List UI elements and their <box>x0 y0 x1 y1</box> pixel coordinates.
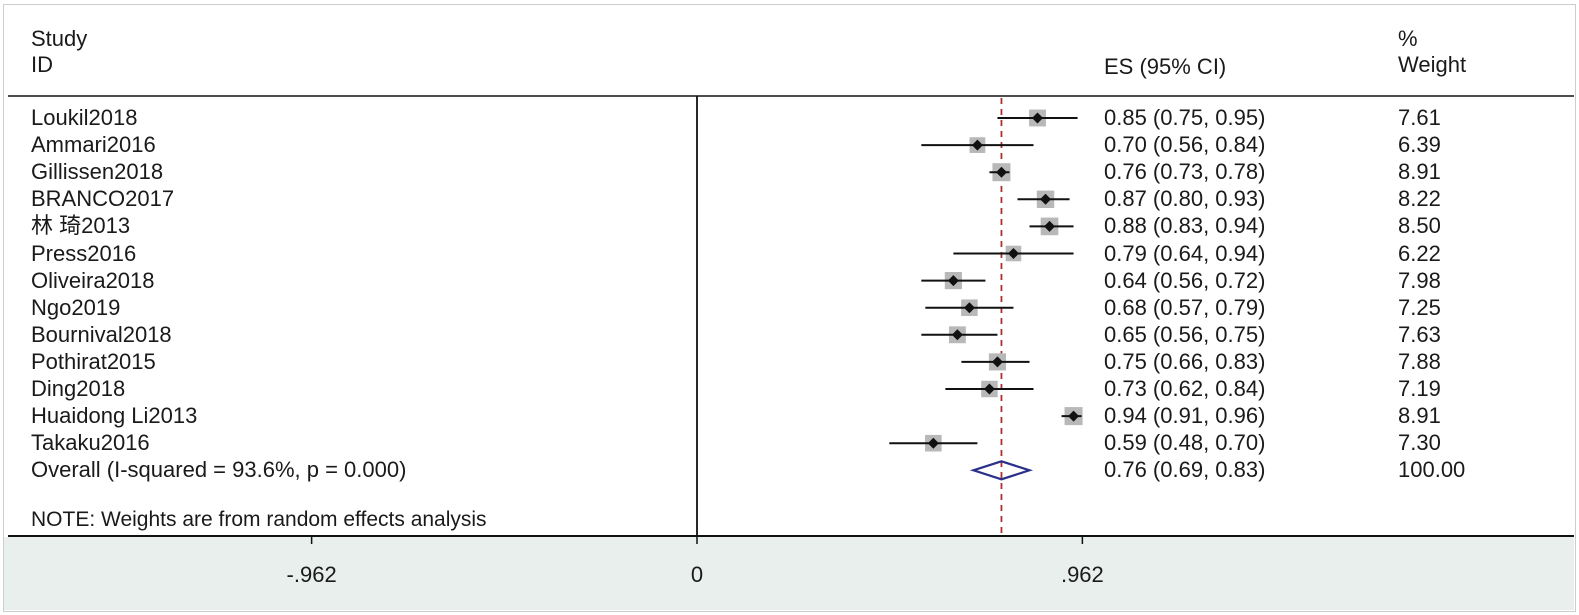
study-es: 0.68 (0.57, 0.79) <box>1104 294 1266 320</box>
study-es: 0.64 (0.56, 0.72) <box>1104 267 1266 293</box>
point-estimate <box>971 139 983 151</box>
study-weight: 8.50 <box>1398 213 1441 239</box>
study-es: 0.76 (0.73, 0.78) <box>1104 159 1266 185</box>
study-es: 0.85 (0.75, 0.95) <box>1104 105 1266 130</box>
study-weight: 8.91 <box>1398 159 1441 185</box>
x-tick-label: .962 <box>1060 562 1104 587</box>
point-estimate <box>1040 193 1052 205</box>
overall-weight: 100.00 <box>1398 457 1466 483</box>
study-label: BRANCO2017 <box>31 186 175 212</box>
study-label: Oliveira2018 <box>31 267 155 293</box>
study-label: Bournival2018 <box>31 321 172 347</box>
study-label: Takaku2016 <box>31 430 150 456</box>
x-tick-label: -.962 <box>286 562 337 587</box>
point-estimate <box>983 383 995 395</box>
overall-es: 0.76 (0.69, 0.83) <box>1104 457 1266 483</box>
header-id: ID <box>31 52 53 77</box>
x-tick-label: 0 <box>690 562 704 587</box>
study-label: Press2016 <box>31 240 137 266</box>
study-es: 0.79 (0.64, 0.94) <box>1104 240 1266 266</box>
study-weight: 7.25 <box>1398 294 1441 320</box>
point-estimate <box>963 302 975 314</box>
header-es: ES (95% CI) <box>1104 54 1227 79</box>
point-estimate <box>951 329 963 341</box>
study-es: 0.88 (0.83, 0.94) <box>1104 213 1266 239</box>
study-weight: 7.98 <box>1398 267 1441 293</box>
study-label: Ngo2019 <box>31 294 121 320</box>
study-label: Loukil2018 <box>31 105 138 130</box>
study-es: 0.59 (0.48, 0.70) <box>1104 430 1266 456</box>
study-label: Huaidong Li2013 <box>31 403 198 429</box>
study-weight: 6.39 <box>1398 132 1441 158</box>
point-estimate <box>947 275 959 287</box>
point-estimate <box>927 437 939 449</box>
study-es: 0.87 (0.80, 0.93) <box>1104 186 1266 212</box>
study-weight: 7.30 <box>1398 430 1441 456</box>
study-es: 0.65 (0.56, 0.75) <box>1104 321 1266 347</box>
study-weight: 7.88 <box>1398 348 1441 374</box>
header-weight: Weight <box>1398 52 1467 77</box>
study-weight: 8.22 <box>1398 186 1441 212</box>
overall-label: Overall (I-squared = 93.6%, p = 0.000) <box>31 457 407 483</box>
note-text: NOTE: Weights are from random effects an… <box>31 508 487 531</box>
point-estimate <box>1068 410 1080 422</box>
study-label: 林 琦2013 <box>31 213 131 239</box>
study-label: Ammari2016 <box>31 132 156 158</box>
study-label: Gillissen2018 <box>31 159 164 185</box>
header-study: Study <box>31 26 88 51</box>
figure-frame <box>3 4 1576 612</box>
study-es: 0.70 (0.56, 0.84) <box>1104 132 1266 158</box>
study-es: 0.75 (0.66, 0.83) <box>1104 348 1266 374</box>
study-es: 0.73 (0.62, 0.84) <box>1104 376 1266 401</box>
header-percent: % <box>1398 26 1418 51</box>
study-es: 0.94 (0.91, 0.96) <box>1104 403 1266 429</box>
x-axis-band <box>4 537 1574 610</box>
study-weight: 6.22 <box>1398 240 1441 266</box>
study-weight: 7.19 <box>1398 376 1441 401</box>
point-estimate <box>1044 220 1056 232</box>
point-estimate <box>995 166 1007 178</box>
study-weight: 8.91 <box>1398 403 1441 429</box>
point-estimate <box>1032 112 1044 124</box>
study-label: Ding2018 <box>31 376 126 401</box>
point-estimate <box>1007 248 1019 259</box>
overall-diamond <box>969 460 1034 481</box>
study-weight: 7.61 <box>1398 105 1441 130</box>
study-weight: 7.63 <box>1398 321 1441 347</box>
point-estimate <box>991 356 1003 368</box>
study-label: Pothirat2015 <box>31 348 156 374</box>
